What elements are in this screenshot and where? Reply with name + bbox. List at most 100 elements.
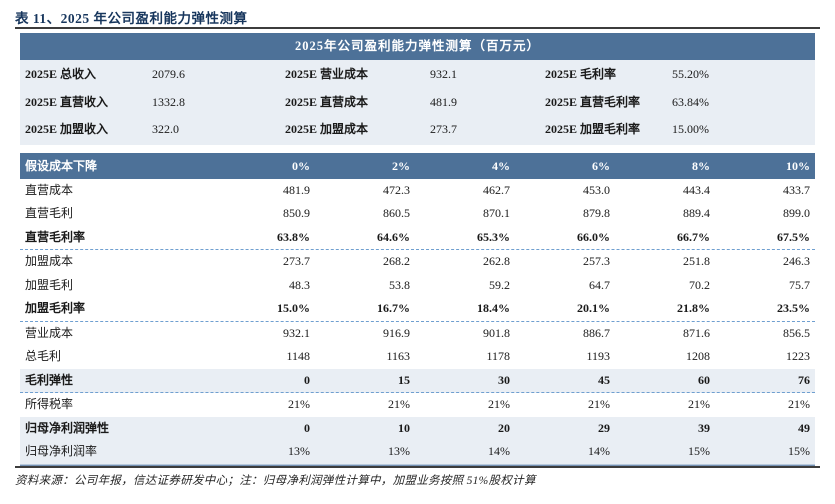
cell-value: 453.0 [583, 182, 610, 197]
cell-value: 21.8% [677, 301, 710, 315]
cell-value: 66.0% [577, 229, 610, 244]
cell-value: 916.9 [383, 325, 410, 340]
summary-label: 2025E 加盟成本 [285, 122, 369, 136]
elasticity-table: 2025年公司盈利能力弹性测算（百万元） 2025E 总收入 2079.6 2025… [20, 33, 815, 467]
scenario-column-header: 6% [592, 158, 610, 173]
summary-value: 15.00% [672, 122, 709, 136]
summary-label: 2025E 营业成本 [285, 67, 369, 81]
cell-value: 20 [498, 420, 510, 435]
cell-value: 443.4 [683, 182, 710, 197]
cell-value: 879.8 [583, 206, 610, 220]
row-label: 归母净利润率 [25, 444, 98, 458]
cell-value: 23.5% [777, 301, 810, 315]
summary-label: 2025E 直营毛利率 [545, 94, 641, 109]
cell-value: 63.8% [277, 229, 310, 244]
cell-value: 472.3 [383, 182, 410, 197]
summary-value: 481.9 [430, 94, 457, 109]
table-row: 加盟毛利 48.3 53.8 59.2 64.7 70.2 75.7 [20, 274, 815, 298]
row-label: 加盟成本 [25, 254, 74, 268]
cell-value: 1163 [386, 349, 410, 363]
cell-value: 886.7 [583, 325, 610, 340]
cell-value: 1223 [786, 349, 810, 363]
table-title: 2025年公司盈利能力弹性测算（百万元） [20, 33, 815, 60]
row-label: 归母净利润弹性 [25, 420, 110, 435]
row-label: 总毛利 [25, 349, 62, 363]
source-note: 资料来源：公司年报，信达证券研发中心；注：归母净利润弹性计算中，加盟业务按照 5… [15, 475, 536, 487]
cell-value: 901.8 [483, 325, 510, 340]
cell-value: 13% [288, 444, 310, 458]
table-row: 归母净利润弹性 0 10 20 29 39 49 [20, 416, 815, 440]
top-divider [15, 27, 820, 29]
cell-value: 67.5% [777, 229, 810, 244]
summary-value: 55.20% [672, 67, 709, 81]
cell-value: 45 [598, 372, 610, 387]
cell-value: 65.3% [477, 229, 510, 244]
table-bottom-rule [20, 463, 815, 467]
cell-value: 14% [488, 444, 510, 458]
summary-label: 2025E 毛利率 [545, 67, 617, 81]
cell-value: 871.6 [683, 325, 710, 340]
cell-value: 860.5 [383, 206, 410, 220]
cell-value: 60 [698, 372, 710, 387]
cell-value: 870.1 [483, 206, 510, 220]
cell-value: 20.1% [577, 301, 610, 315]
table-row: 所得税率 21% 21% 21% 21% 21% 21% [20, 393, 815, 417]
cell-value: 1148 [286, 349, 310, 363]
cell-value: 273.7 [283, 254, 310, 268]
table-row: 营业成本 932.1 916.9 901.8 886.7 871.6 856.5 [20, 322, 815, 346]
cell-value: 15% [688, 444, 710, 458]
summary-label: 2025E 直营收入 [25, 94, 109, 109]
row-label: 加盟毛利率 [25, 301, 86, 315]
cell-value: 21% [688, 397, 710, 411]
cell-value: 850.9 [283, 206, 310, 220]
table-row: 直营毛利 850.9 860.5 870.1 879.8 889.4 899.0 [20, 202, 815, 226]
cell-value: 53.8 [389, 277, 410, 292]
row-label: 直营毛利率 [25, 229, 86, 244]
cell-value: 21% [288, 397, 310, 411]
cell-value: 10 [398, 420, 410, 435]
cell-value: 1193 [586, 349, 610, 363]
cell-value: 75.7 [789, 277, 810, 292]
cell-value: 268.2 [383, 254, 410, 268]
scenario-column-header: 8% [692, 158, 710, 173]
row-label: 营业成本 [25, 325, 74, 340]
cell-value: 856.5 [783, 325, 810, 340]
cell-value: 16.7% [377, 301, 410, 315]
cell-value: 257.3 [583, 254, 610, 268]
summary-value: 1332.8 [152, 94, 185, 109]
cell-value: 64.6% [377, 229, 410, 244]
cell-value: 21% [588, 397, 610, 411]
cell-value: 932.1 [283, 325, 310, 340]
table-row: 加盟成本 273.7 268.2 262.8 257.3 251.8 246.3 [20, 250, 815, 274]
cell-value: 15% [788, 444, 810, 458]
cell-value: 49 [798, 420, 810, 435]
table-row: 直营毛利率 63.8% 64.6% 65.3% 66.0% 66.7% 67.5% [20, 226, 815, 250]
cell-value: 70.2 [689, 277, 710, 292]
table-row: 毛利弹性 0 15 30 45 60 76 [20, 368, 815, 393]
summary-section: 2025E 总收入 2079.6 2025E 营业成本 932.1 2025E 毛利率 5… [20, 60, 815, 145]
cell-value: 21% [788, 397, 810, 411]
cell-value: 15.0% [277, 301, 310, 315]
cell-value: 30 [498, 372, 510, 387]
row-label: 所得税率 [25, 397, 74, 411]
cell-value: 21% [388, 397, 410, 411]
summary-value: 322.0 [152, 122, 179, 136]
summary-label: 2025E 加盟毛利率 [545, 122, 641, 136]
cell-value: 246.3 [783, 254, 810, 268]
summary-label: 2025E 总收入 [25, 67, 97, 81]
cell-value: 462.7 [483, 182, 510, 197]
row-label: 毛利弹性 [25, 372, 74, 387]
cell-value: 899.0 [783, 206, 810, 220]
table-row: 直营成本 481.9 472.3 462.7 453.0 443.4 433.7 [20, 179, 815, 203]
cell-value: 0 [304, 372, 310, 387]
row-label: 加盟毛利 [25, 277, 74, 292]
table-row: 总毛利 1148 1163 1178 1193 1208 1223 [20, 345, 815, 369]
summary-value: 932.1 [430, 67, 457, 81]
cell-value: 14% [588, 444, 610, 458]
cell-value: 251.8 [683, 254, 710, 268]
summary-value: 63.84% [672, 94, 709, 109]
cell-value: 15 [398, 372, 410, 387]
summary-value: 2079.6 [152, 67, 185, 81]
cell-value: 18.4% [477, 301, 510, 315]
cell-value: 76 [798, 372, 810, 387]
